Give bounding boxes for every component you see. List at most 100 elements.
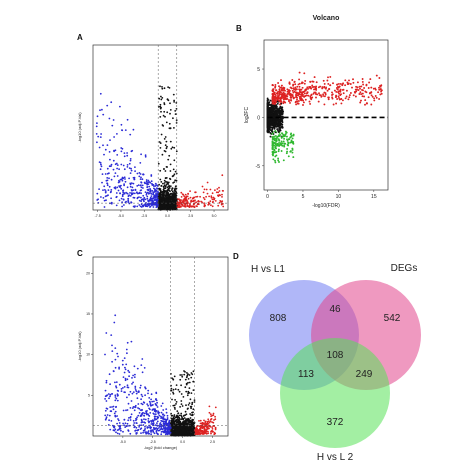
data-point [135, 389, 137, 391]
data-point [146, 426, 148, 428]
data-point [145, 156, 147, 158]
data-point [111, 164, 113, 166]
data-point [292, 143, 294, 145]
data-point [165, 429, 167, 431]
data-point [342, 99, 344, 101]
data-point [139, 162, 141, 164]
data-point [335, 95, 337, 97]
data-point [212, 422, 214, 424]
data-point [167, 415, 169, 417]
y-axis-label: -log10 (adj.P.Val) [78, 112, 82, 143]
data-point [174, 187, 176, 189]
chart-title: Volcano [313, 15, 340, 22]
data-point [316, 93, 318, 95]
data-point [110, 394, 112, 396]
data-point [164, 150, 166, 152]
data-point [203, 420, 205, 422]
data-point [151, 199, 153, 201]
data-point [130, 158, 132, 160]
data-point [191, 206, 193, 208]
data-point [277, 125, 279, 127]
data-point [109, 118, 111, 120]
data-point [175, 203, 177, 205]
data-point [204, 198, 206, 200]
data-point [351, 87, 353, 89]
data-point [348, 96, 350, 98]
data-point [283, 145, 285, 147]
data-point [188, 198, 190, 200]
data-point [97, 136, 99, 138]
data-point [148, 418, 150, 420]
data-point [283, 99, 285, 101]
data-point [161, 86, 163, 88]
data-point [309, 81, 311, 83]
data-point [113, 429, 115, 431]
data-point [203, 429, 205, 431]
data-point [359, 88, 361, 90]
data-point [219, 200, 221, 202]
data-point [156, 187, 158, 189]
data-point [378, 87, 380, 89]
data-point [168, 199, 170, 201]
data-point [292, 137, 294, 139]
data-point [120, 164, 122, 166]
data-point [192, 408, 194, 410]
data-point [150, 405, 152, 407]
data-point [102, 189, 104, 191]
data-point [152, 413, 154, 415]
data-point [180, 431, 182, 433]
data-point [172, 200, 174, 202]
data-point [281, 136, 283, 138]
data-point [116, 423, 118, 425]
data-point [295, 94, 297, 96]
data-point [169, 102, 171, 104]
data-point [152, 190, 154, 192]
data-point [122, 364, 124, 366]
data-point [173, 147, 175, 149]
data-point [116, 415, 118, 417]
data-point [315, 97, 317, 99]
data-point [346, 96, 348, 98]
data-point [113, 160, 115, 162]
data-point [274, 100, 276, 102]
data-point [318, 92, 320, 94]
data-point [140, 197, 142, 199]
data-point [190, 377, 192, 379]
data-point [172, 117, 174, 119]
data-point [275, 104, 277, 106]
data-point [267, 98, 269, 100]
data-point [272, 84, 274, 86]
data-point [362, 95, 364, 97]
data-point [281, 125, 283, 127]
data-point [298, 78, 300, 80]
data-point [126, 193, 128, 195]
data-point [155, 399, 157, 401]
data-point [185, 194, 187, 196]
data-point [136, 427, 138, 429]
data-point [128, 194, 130, 196]
data-point [127, 423, 129, 425]
data-point [277, 110, 279, 112]
data-point [109, 159, 111, 161]
data-point [291, 87, 293, 89]
data-point [117, 356, 119, 358]
x-tick-label: -7.5 [95, 214, 101, 218]
data-point [338, 90, 340, 92]
data-point [173, 418, 175, 420]
data-point [138, 196, 140, 198]
data-point [322, 95, 324, 97]
data-point [113, 169, 115, 171]
data-point [165, 187, 167, 189]
data-point [281, 98, 283, 100]
data-point [300, 89, 302, 91]
data-point [352, 78, 354, 80]
data-point [277, 101, 279, 103]
data-point [138, 204, 140, 206]
data-point [359, 86, 361, 88]
data-point [103, 154, 105, 156]
data-point [303, 72, 305, 74]
data-point [192, 414, 194, 416]
data-point [107, 168, 109, 170]
data-point [123, 419, 125, 421]
data-point [101, 166, 103, 168]
